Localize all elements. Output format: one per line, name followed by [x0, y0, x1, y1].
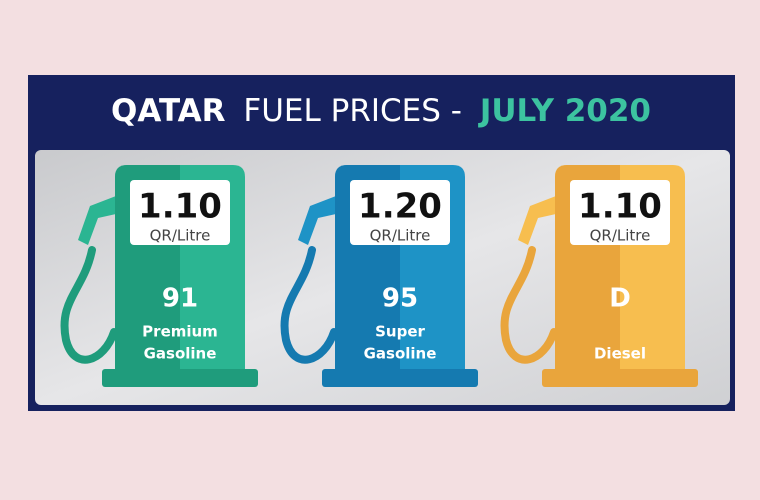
pump-base — [322, 369, 478, 387]
fuel-name: Diesel — [594, 345, 646, 363]
title-main: FUEL PRICES - — [243, 93, 462, 129]
title-date: JULY 2020 — [478, 93, 651, 129]
title-country: QATAR — [111, 93, 226, 129]
fuel-name: Gasoline — [144, 345, 217, 363]
price: 1.20 — [358, 187, 442, 227]
hose — [280, 246, 338, 364]
nozzle — [78, 196, 116, 245]
unit: QR/Litre — [370, 227, 431, 245]
fuel-name: Premium — [142, 323, 218, 341]
title: QATAR FUEL PRICES - JULY 2020 — [111, 93, 651, 129]
unit: QR/Litre — [150, 227, 211, 245]
price-box — [350, 180, 450, 245]
hose — [500, 246, 558, 364]
fuel-name: Gasoline — [364, 345, 437, 363]
grade: 95 — [382, 284, 418, 314]
price-box — [570, 180, 670, 245]
unit: QR/Litre — [590, 227, 651, 245]
price: 1.10 — [578, 187, 662, 227]
pump-base — [542, 369, 698, 387]
nozzle — [518, 196, 556, 245]
price: 1.10 — [138, 187, 222, 227]
pump-base — [102, 369, 258, 387]
grade: 91 — [162, 284, 198, 314]
nozzle — [298, 196, 336, 245]
fuel-name: Super — [375, 323, 425, 341]
price-box — [130, 180, 230, 245]
pumps: 1.10QR/Litre91PremiumGasoline1.20QR/Litr… — [60, 165, 698, 387]
grade: D — [609, 284, 631, 314]
hose — [60, 246, 118, 364]
